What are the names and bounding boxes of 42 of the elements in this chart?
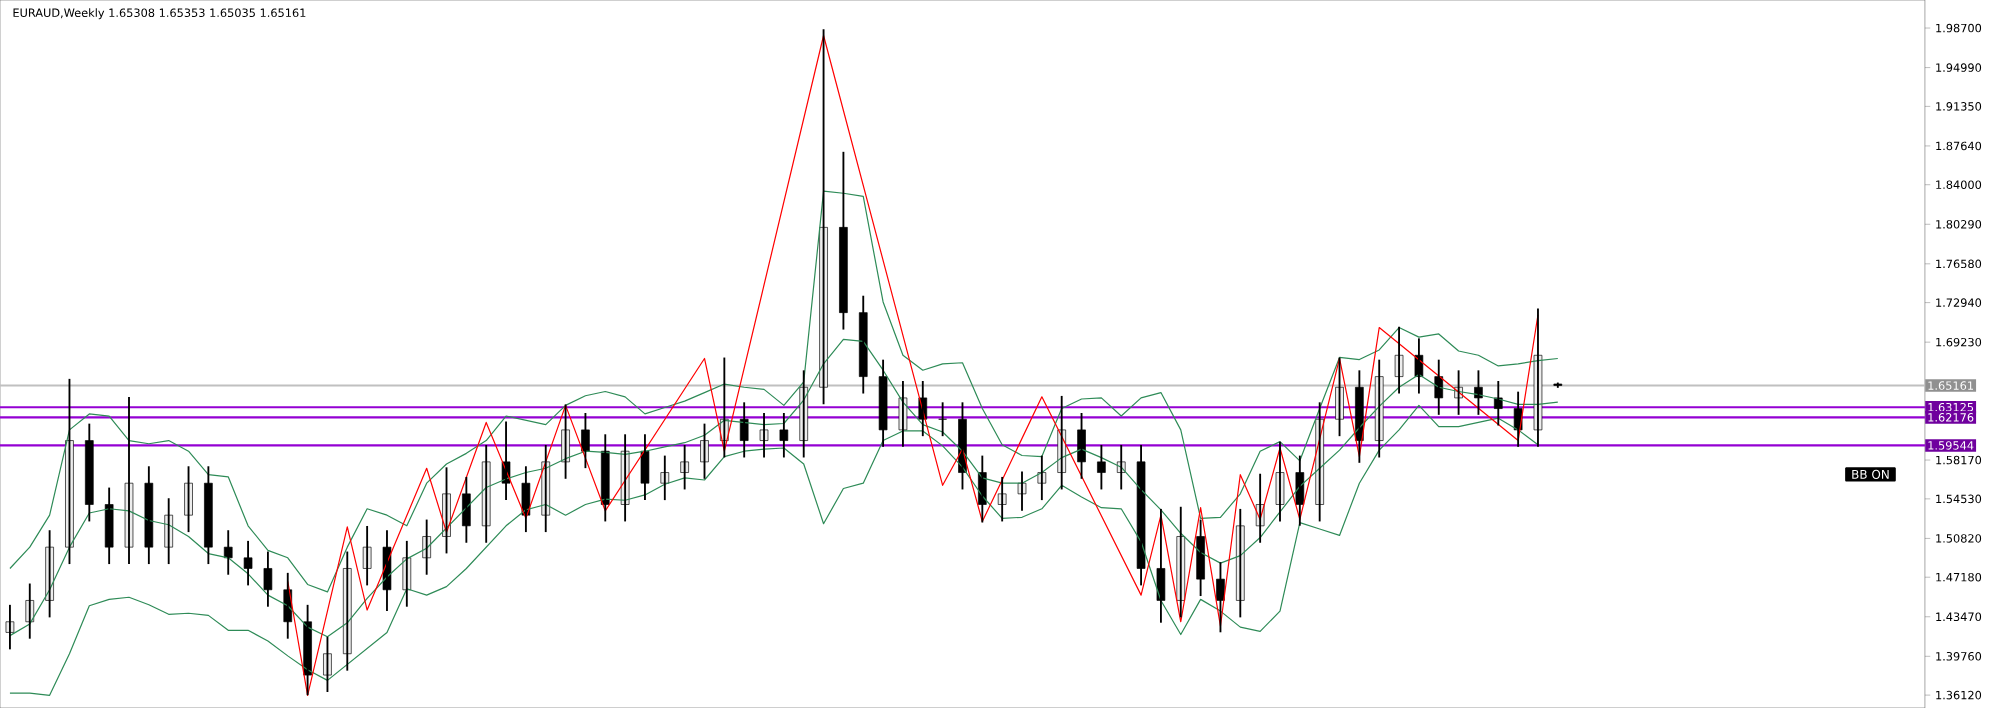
y-tick-label: 1.94990: [1936, 63, 1982, 72]
candlestick: [65, 378, 74, 565]
y-tick-label: 1.84000: [1936, 180, 1982, 190]
y-tick-label: 1.80290: [1936, 219, 1982, 229]
y-tick-label: 1.43470: [1936, 612, 1982, 622]
y-tick-label: 1.54530: [1936, 494, 1982, 504]
y-tick-label: 1.76580: [1936, 259, 1982, 269]
y-tick-label: 1.87640: [1936, 141, 1982, 151]
candlestick: [1275, 441, 1285, 522]
candlestick: [878, 359, 888, 447]
ref-line-label: 1.65161: [1928, 381, 1974, 390]
candlestick: [898, 380, 908, 447]
ref-line-label: 1.62176: [1928, 413, 1974, 422]
y-tick-label: 1.39760: [1936, 652, 1982, 661]
candlestick: [700, 423, 709, 479]
candlestick: [243, 540, 253, 586]
ref-line-label: 1.59544: [1928, 441, 1974, 450]
candlestick: [5, 604, 15, 650]
candlestick: [759, 412, 769, 458]
candlestick: [1394, 326, 1404, 394]
candlestick: [1077, 412, 1086, 479]
line-series: [287, 34, 1539, 696]
y-tick-label: 1.58170: [1936, 455, 1982, 465]
candlestick: [1017, 471, 1027, 511]
candlestick: [323, 636, 332, 692]
annotation: BB ON: [1852, 469, 1889, 479]
text: EURAUD,Weekly 1.65308 1.65353 1.65035 1.65161: [13, 8, 306, 20]
y-tick-label: 1.47180: [1936, 572, 1982, 582]
candlestick: [263, 551, 273, 607]
candlestick: [1553, 382, 1563, 388]
candlestick: [1335, 357, 1344, 437]
candlestick: [124, 396, 134, 565]
candlestick: [184, 466, 193, 533]
y-tick-label: 1.36120: [1936, 690, 1982, 700]
ref-line-label: 1.63125: [1928, 402, 1974, 412]
y-tick-label: 1.72940: [1936, 298, 1982, 307]
y-tick-label: 1.50820: [1936, 534, 1982, 543]
candlestick: [819, 29, 828, 405]
candlestick: [1533, 308, 1543, 447]
y-tick-label: 1.69230: [1936, 337, 1982, 347]
y-tick-label: 1.98700: [1936, 23, 1982, 33]
y-tick-label: 1.91350: [1936, 102, 1982, 111]
